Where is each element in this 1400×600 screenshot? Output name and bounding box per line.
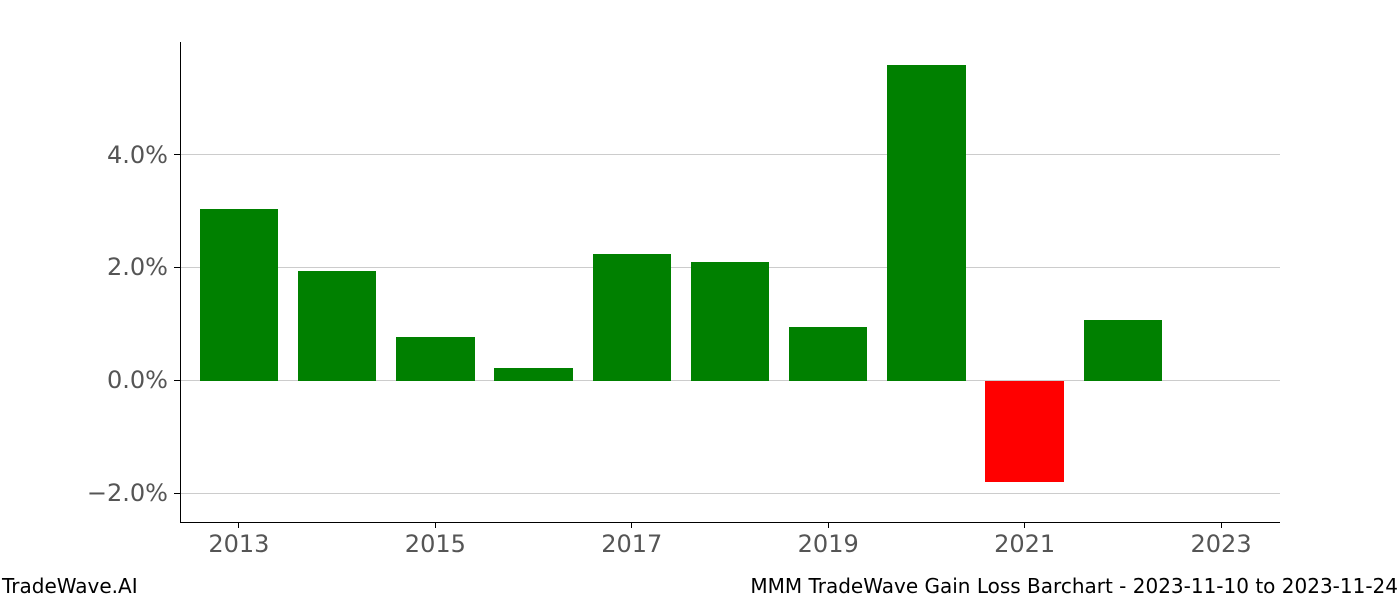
x-tick-mark (828, 522, 829, 528)
bar (298, 271, 377, 381)
y-tick-label: −2.0% (87, 479, 168, 507)
bar (789, 327, 868, 381)
chart-container: −2.0% 0.0% 2.0% 4.0% 2013 2015 2017 2019 2021 20… (0, 0, 1400, 600)
bar (593, 254, 672, 381)
x-tick-mark (1024, 522, 1025, 528)
bar (200, 209, 279, 381)
x-tick-label: 2019 (788, 530, 868, 558)
bar (396, 337, 475, 381)
bar (691, 262, 770, 381)
bar (887, 65, 966, 381)
y-tick-label: 2.0% (107, 253, 168, 281)
bar (494, 368, 573, 380)
x-tick-mark (435, 522, 436, 528)
x-tick-mark (631, 522, 632, 528)
bar (1084, 320, 1163, 381)
x-tick-label: 2017 (592, 530, 672, 558)
x-tick-label: 2023 (1181, 530, 1261, 558)
y-tick-label: 4.0% (107, 141, 168, 169)
footer-right-label: MMM TradeWave Gain Loss Barchart - 2023-… (750, 574, 1398, 598)
bar (985, 381, 1064, 483)
grid-line (180, 154, 1280, 155)
x-axis-spine (180, 522, 1280, 523)
grid-line (180, 493, 1280, 494)
x-tick-mark (238, 522, 239, 528)
y-tick-label: 0.0% (107, 366, 168, 394)
x-tick-label: 2021 (985, 530, 1065, 558)
x-tick-label: 2015 (395, 530, 475, 558)
x-tick-mark (1221, 522, 1222, 528)
y-axis-spine (180, 42, 181, 522)
footer-left-label: TradeWave.AI (2, 574, 138, 598)
x-tick-label: 2013 (199, 530, 279, 558)
